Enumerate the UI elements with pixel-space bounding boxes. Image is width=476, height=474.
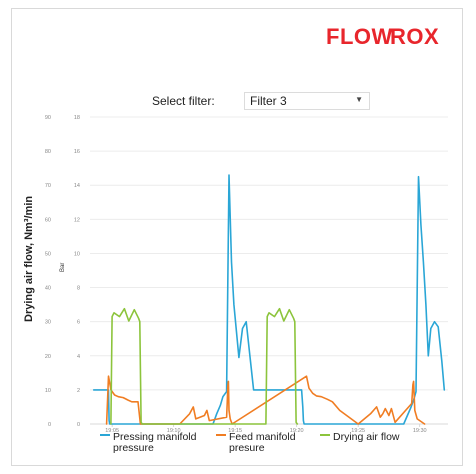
y-right-tick-label: 4: [77, 354, 80, 360]
filter-selected-value: Filter 3: [250, 94, 287, 108]
y-left-tick-label: 60: [45, 217, 51, 223]
y-right-tick-label: 6: [77, 320, 80, 326]
y-left-tick-label: 0: [48, 422, 51, 428]
x-ticks: 19:05 19:10 19:15 19:20 19:25 19:30: [105, 428, 426, 434]
legend-label-feed-2: presure: [229, 442, 265, 454]
y-left-tick-label: 80: [45, 149, 51, 155]
y-left-tick-label: 40: [45, 286, 51, 292]
x-tick-label: 19:25: [351, 428, 365, 434]
legend-item-drying[interactable]: Drying air flow: [320, 432, 400, 443]
legend-swatch-pressing: [100, 434, 110, 437]
y-right-ticks: 0 2 4 6 8 10 12 14 16 18: [74, 115, 80, 428]
legend-swatch-drying: [320, 434, 330, 437]
series-lines: [92, 174, 446, 425]
y-right-tick-label: 8: [77, 286, 80, 292]
x-tick-label: 19:10: [167, 428, 181, 434]
legend-item-feed[interactable]: Feed manifold presure: [216, 432, 296, 454]
y-left-tick-label: 20: [45, 354, 51, 360]
series-line-3: [110, 307, 299, 425]
series-line-1: [92, 174, 446, 425]
y-left-tick-label: 10: [45, 388, 51, 394]
legend-label-pressing-1: Pressing manifold: [113, 431, 197, 443]
y-left-tick-label: 30: [45, 320, 51, 326]
x-tick-label: 19:20: [290, 428, 304, 434]
svg-text:FLOW: FLOW: [326, 24, 393, 49]
y-right-tick-label: 0: [77, 422, 80, 428]
legend-item-pressing[interactable]: Pressing manifold pressure: [100, 432, 196, 454]
flowrox-logo: FLOW ROX: [326, 24, 439, 49]
legend-label-pressing-2: pressure: [113, 442, 154, 454]
y-right-tick-label: 14: [74, 183, 80, 189]
legend-label-drying-1: Drying air flow: [333, 431, 400, 443]
x-tick-label: 19:05: [105, 428, 119, 434]
filter-dropdown[interactable]: Filter 3 ▼: [244, 92, 370, 110]
y-right-tick-label: 12: [74, 217, 80, 223]
y-right-tick-label: 16: [74, 149, 80, 155]
filter-label: Select filter:: [152, 94, 215, 108]
legend-swatch-feed: [216, 434, 226, 437]
y-left-tick-label: 70: [45, 183, 51, 189]
svg-text:ROX: ROX: [390, 24, 439, 49]
y-right-tick-label: 18: [74, 115, 80, 121]
y-right-tick-label: 2: [77, 388, 80, 394]
y-left-tick-label: 90: [45, 115, 51, 121]
y-left-tick-label: 50: [45, 251, 51, 257]
legend-label-feed-1: Feed manifold: [229, 431, 296, 443]
grid-lines: [90, 116, 448, 427]
x-tick-label: 19:30: [413, 428, 427, 434]
x-tick-label: 19:15: [228, 428, 242, 434]
y-right-tick-label: 10: [74, 251, 80, 257]
y-left-ticks: 0 10 20 30 40 50 60 70 80 90: [45, 115, 51, 428]
chart-legend: Pressing manifold pressure Feed manifold p…: [100, 432, 460, 464]
dropdown-arrow-icon[interactable]: ▼: [355, 95, 363, 104]
